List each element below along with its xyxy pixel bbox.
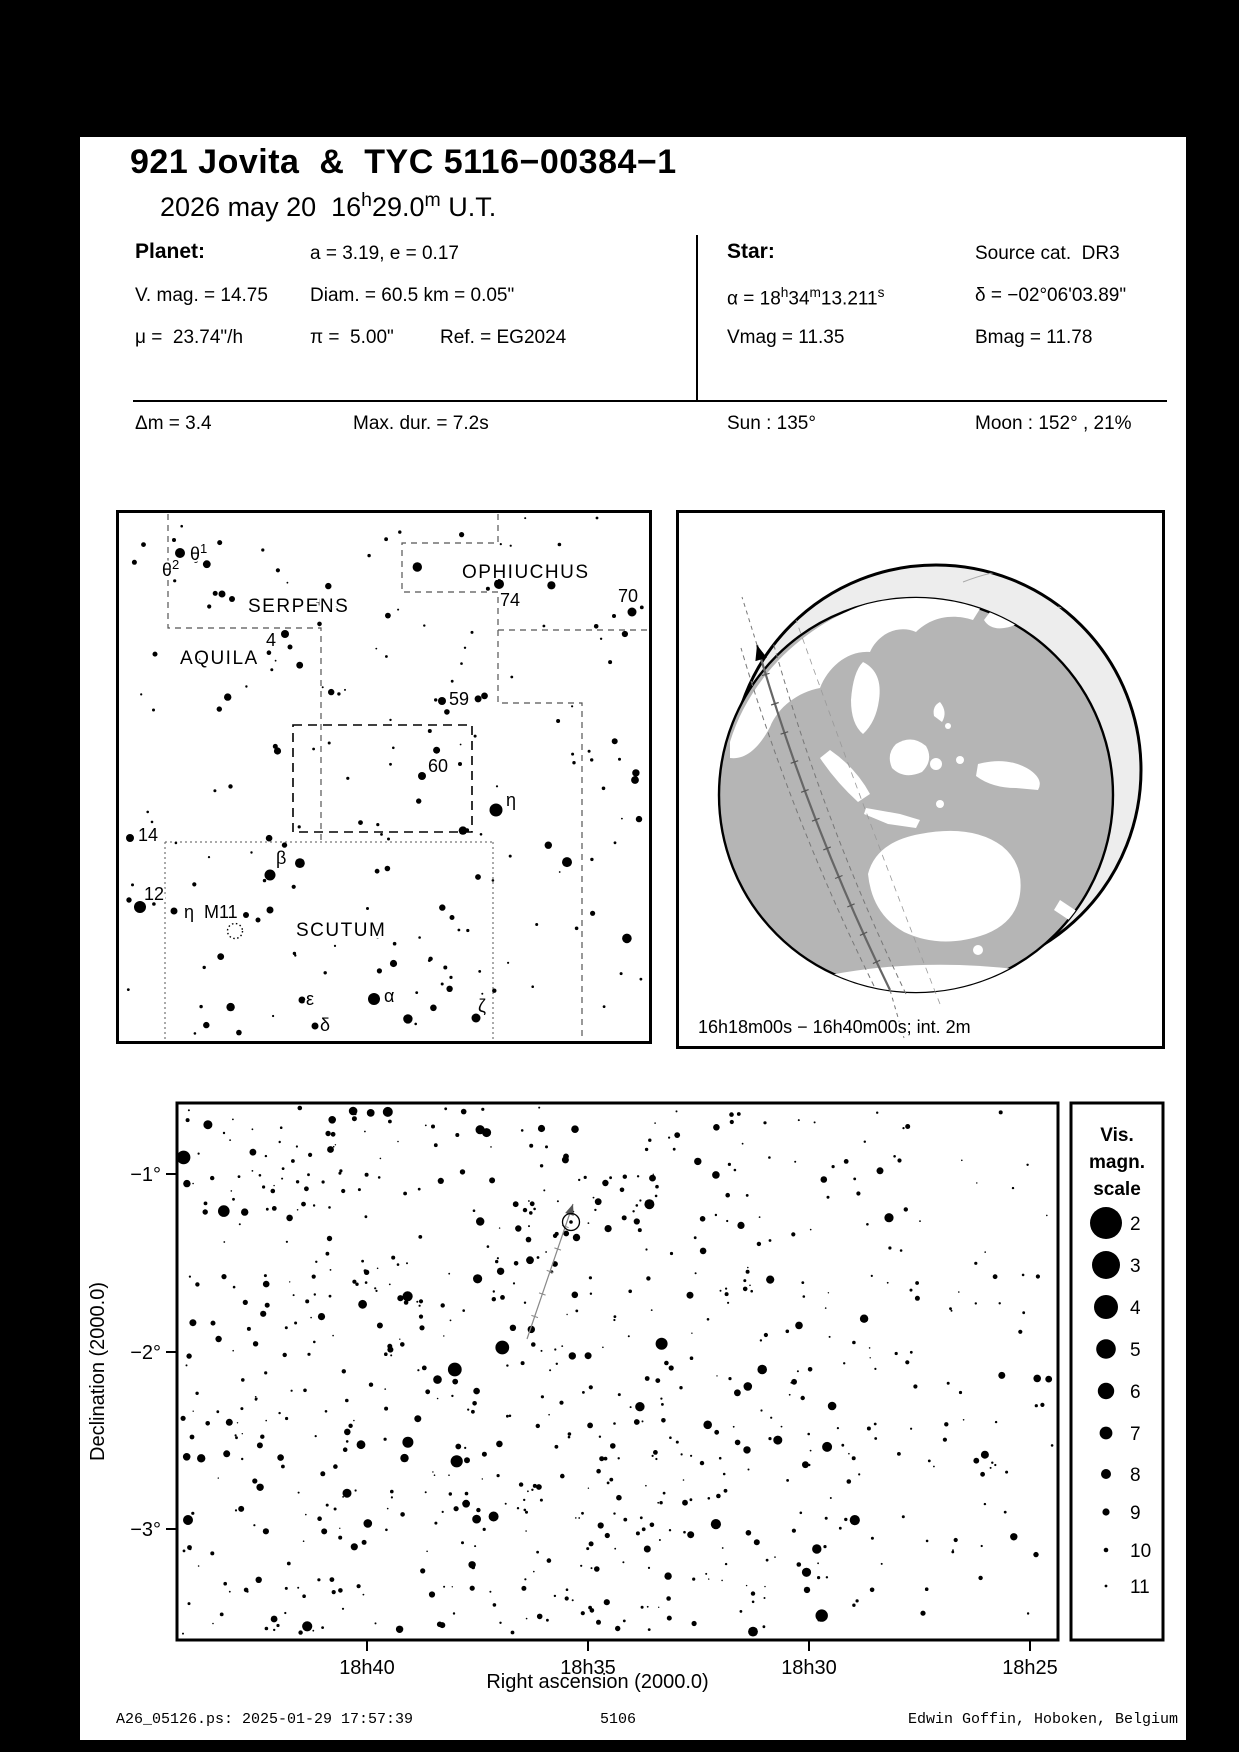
- svg-text:12: 12: [144, 884, 164, 904]
- svg-text:7: 7: [1130, 1424, 1141, 1445]
- planet-orbit: a = 3.19, e = 0.17: [310, 243, 459, 264]
- field-stars: [176, 1105, 1054, 1637]
- svg-text:Vis.: Vis.: [1100, 1125, 1133, 1146]
- planet-ref: Ref. = EG2024: [440, 327, 567, 348]
- star-dec: δ = −02°06'03.89": [975, 285, 1127, 306]
- svg-text:18h30: 18h30: [781, 1657, 837, 1679]
- svg-text:4: 4: [266, 630, 276, 650]
- svg-text:2: 2: [1130, 1214, 1141, 1235]
- globe-caption: 16h18m00s − 16h40m00s; int. 2m: [696, 1015, 973, 1039]
- ra-pre: α = 18: [727, 288, 781, 310]
- planet-vmag: V. mag. = 14.75: [135, 285, 268, 306]
- m11-cluster-marker: [226, 922, 244, 940]
- svg-text:9: 9: [1130, 1503, 1141, 1524]
- svg-text:5: 5: [1130, 1340, 1141, 1361]
- planet-parallax: π = 5.00": [310, 327, 394, 348]
- svg-text:18h25: 18h25: [1002, 1657, 1058, 1679]
- hour-sup: h: [361, 189, 372, 211]
- svg-text:α: α: [384, 986, 394, 1006]
- globe-map: 16h18m00s − 16h40m00s; int. 2m: [676, 510, 1165, 1049]
- minute-sup: m: [424, 189, 441, 211]
- svg-text:θ1: θ1: [190, 541, 207, 564]
- svg-text:18h35: 18h35: [560, 1657, 616, 1679]
- finder-named-stars: [126, 538, 637, 1030]
- svg-text:δ: δ: [320, 1015, 330, 1035]
- ra-h-sup: h: [780, 285, 789, 300]
- footer-filename: A26_05126.ps: 2025-01-29 17:57:39: [116, 1711, 414, 1728]
- svg-text:−3°: −3°: [130, 1519, 161, 1541]
- svg-text:−1°: −1°: [130, 1164, 161, 1186]
- info-divider: [696, 235, 698, 400]
- svg-text:18h40: 18h40: [339, 1657, 395, 1679]
- planet-heading: Planet:: [135, 240, 206, 263]
- svg-text:OPHIUCHUS: OPHIUCHUS: [462, 562, 590, 583]
- finder-background-stars: [126, 516, 644, 1036]
- date-post: U.T.: [440, 192, 497, 222]
- svg-text:10: 10: [1130, 1541, 1151, 1562]
- sun-elongation: Sun : 135°: [727, 413, 816, 434]
- date-min: 29.0: [371, 192, 425, 222]
- finder-constellation-labels: SERPENS AQUILA OPHIUCHUS SCUTUM: [178, 560, 590, 943]
- svg-text:70: 70: [618, 586, 638, 606]
- star-ra: α = 18h34m13.211s: [727, 285, 884, 310]
- svg-text:SCUTUM: SCUTUM: [296, 920, 386, 941]
- ra-m-sup: m: [809, 285, 821, 300]
- svg-text:60: 60: [428, 756, 448, 776]
- star-vmag: Vmag = 11.35: [727, 327, 845, 348]
- ra-sec: 13.211: [820, 288, 878, 310]
- date-pre: 2026 may 20 16: [160, 192, 362, 222]
- svg-text:η: η: [506, 790, 516, 810]
- moon-elongation: Moon : 152° , 21%: [975, 413, 1132, 434]
- planet-mu: μ = 23.74"/h: [135, 327, 244, 348]
- page-title: 921 Jovita & TYC 5116−00384−1: [130, 143, 677, 181]
- svg-text:AQUILA: AQUILA: [180, 648, 259, 669]
- ra-min: 34: [788, 288, 810, 310]
- svg-text:11: 11: [1130, 1577, 1150, 1598]
- delta-m: Δm = 3.4: [135, 413, 212, 434]
- constellation-boundaries: [164, 514, 649, 1040]
- field-chart-section: −1° −2° −3° 18h40 18h35 18h30 18h25 Declination…: [87, 1101, 1165, 1693]
- right-ascension-axis-label: Right ascension (2000.0): [486, 1671, 708, 1693]
- declination-axis-label: Declination (2000.0): [87, 1282, 109, 1461]
- svg-text:6: 6: [1130, 1382, 1141, 1403]
- svg-text:59: 59: [449, 689, 469, 709]
- svg-text:scale: scale: [1093, 1179, 1141, 1200]
- svg-text:74: 74: [500, 590, 520, 610]
- svg-text:8: 8: [1130, 1465, 1141, 1486]
- planet-diameter: Diam. = 60.5 km = 0.05": [310, 285, 515, 306]
- svg-text:M11: M11: [204, 902, 238, 922]
- field-chart-frame: [175, 1101, 1060, 1642]
- target-star-marker: [561, 1212, 581, 1232]
- svg-text:4: 4: [1130, 1298, 1141, 1319]
- star-bmag: Bmag = 11.78: [975, 327, 1093, 348]
- info-rule: [133, 400, 1167, 402]
- max-duration: Max. dur. = 7.2s: [353, 413, 489, 434]
- report-page: 921 Jovita & TYC 5116−00384−1 2026 may 2…: [80, 137, 1186, 1740]
- svg-text:SERPENS: SERPENS: [248, 596, 349, 617]
- svg-text:14: 14: [138, 825, 158, 845]
- svg-text:magn.: magn.: [1089, 1152, 1145, 1173]
- svg-text:ε: ε: [306, 989, 314, 1009]
- ra-s-sup: s: [877, 285, 885, 300]
- track-direction-arrow: [755, 645, 767, 662]
- track-interval-ticks: [761, 672, 881, 965]
- svg-text:β: β: [276, 848, 286, 868]
- svg-text:−2°: −2°: [130, 1342, 161, 1364]
- footer-author: Edwin Goffin, Hoboken, Belgium: [907, 1711, 1178, 1728]
- svg-text:3: 3: [1130, 1256, 1141, 1277]
- star-source-cat: Source cat. DR3: [975, 243, 1120, 264]
- magnitude-legend: Vis. magn. scale 2 3 4 5 6 7 8 9 10 11: [1069, 1101, 1165, 1642]
- svg-text:θ2: θ2: [162, 557, 179, 580]
- finder-chart: θ1 θ2 74 70 4 59 60 η 14 β 12 η M11 εδ α ζ SERPENS AQUILA…: [116, 510, 652, 1044]
- finder-star-labels: θ1 θ2 74 70 4 59 60 η 14 β 12 η M11 εδ α ζ: [136, 539, 640, 1037]
- svg-text:η: η: [184, 902, 194, 922]
- axes: −1° −2° −3° 18h40 18h35 18h30 18h25 Declination…: [87, 1164, 1058, 1693]
- event-datetime: 2026 may 20 16h29.0m U.T.: [160, 189, 496, 223]
- footer-page-number: 5106: [600, 1711, 637, 1728]
- svg-text:ζ: ζ: [478, 996, 486, 1016]
- star-heading: Star:: [727, 240, 775, 263]
- svg-text:16h18m00s − 16h40m00s; int. 2: 16h18m00s − 16h40m00s; int. 2m: [698, 1017, 971, 1037]
